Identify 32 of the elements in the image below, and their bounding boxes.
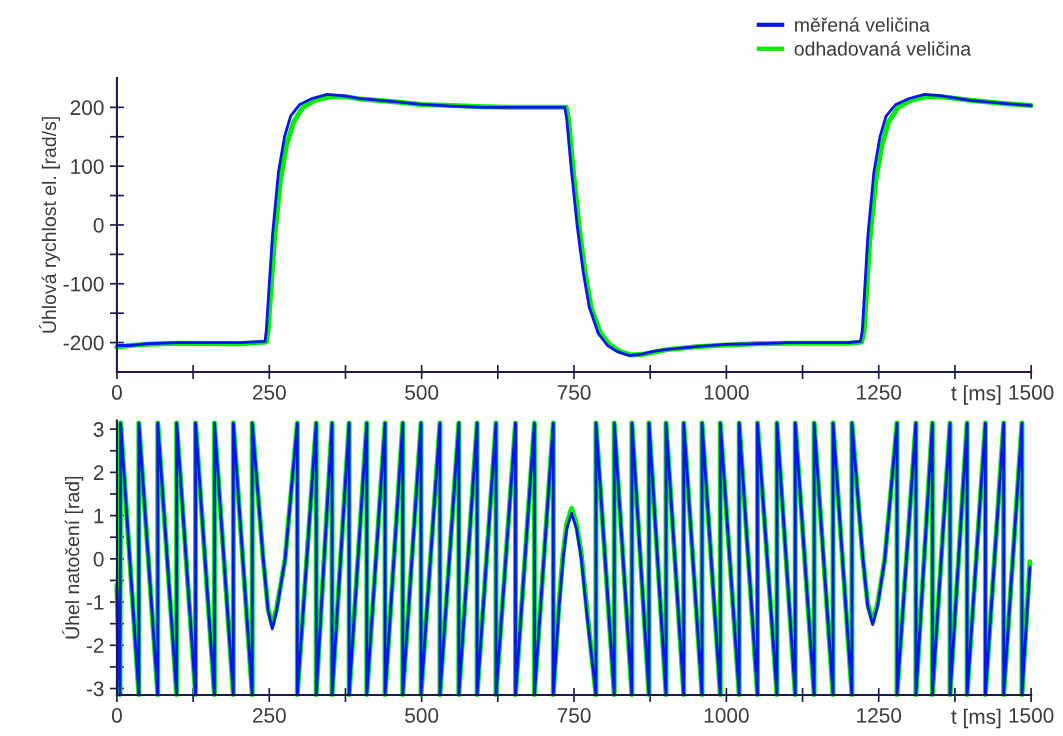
y-tick-label: -1 (86, 595, 104, 610)
x-axis-title: t [ms] (951, 708, 1001, 729)
x-tick-label: 500 (405, 385, 439, 400)
x-tick-label: 500 (405, 708, 439, 723)
y-axis-title: Úhlová rychlost el. [rad/s] (39, 117, 60, 333)
legend-label: odhadovaná veličina (794, 41, 972, 56)
x-tick-label: 750 (557, 708, 591, 723)
x-tick-label: 1250 (857, 708, 902, 723)
x-tick-label: 1500 (1009, 385, 1054, 400)
x-tick-label: 250 (252, 385, 286, 400)
y-tick-label: 0 (93, 217, 104, 233)
y-tick-label: 2 (93, 465, 104, 480)
y-tick-label: -2 (86, 638, 104, 653)
x-tick-label: 0 (111, 708, 122, 723)
y-tick-label: -100 (63, 276, 104, 292)
y-tick-label: -200 (63, 335, 104, 351)
x-tick-label: 0 (111, 385, 122, 400)
x-tick-label: 250 (252, 708, 286, 723)
x-axis-title: t [ms] (951, 385, 1001, 405)
y-tick-label: 1 (94, 508, 104, 524)
y-tick-label: 200 (70, 100, 104, 116)
x-tick-label: 1000 (704, 708, 749, 723)
x-tick-label: 750 (557, 385, 591, 400)
x-tick-label: 1000 (704, 385, 749, 400)
x-tick-label: 1250 (857, 385, 902, 400)
y-tick-label: 3 (93, 422, 104, 437)
y-tick-label: 100 (71, 159, 104, 174)
y-axis-title: Úhel natočení [rad] (62, 476, 84, 639)
y-tick-label: -3 (86, 681, 104, 697)
legend-label: měřená veličina (795, 17, 930, 32)
y-tick-label: 0 (93, 551, 104, 567)
x-tick-label: 1500 (1009, 708, 1054, 723)
